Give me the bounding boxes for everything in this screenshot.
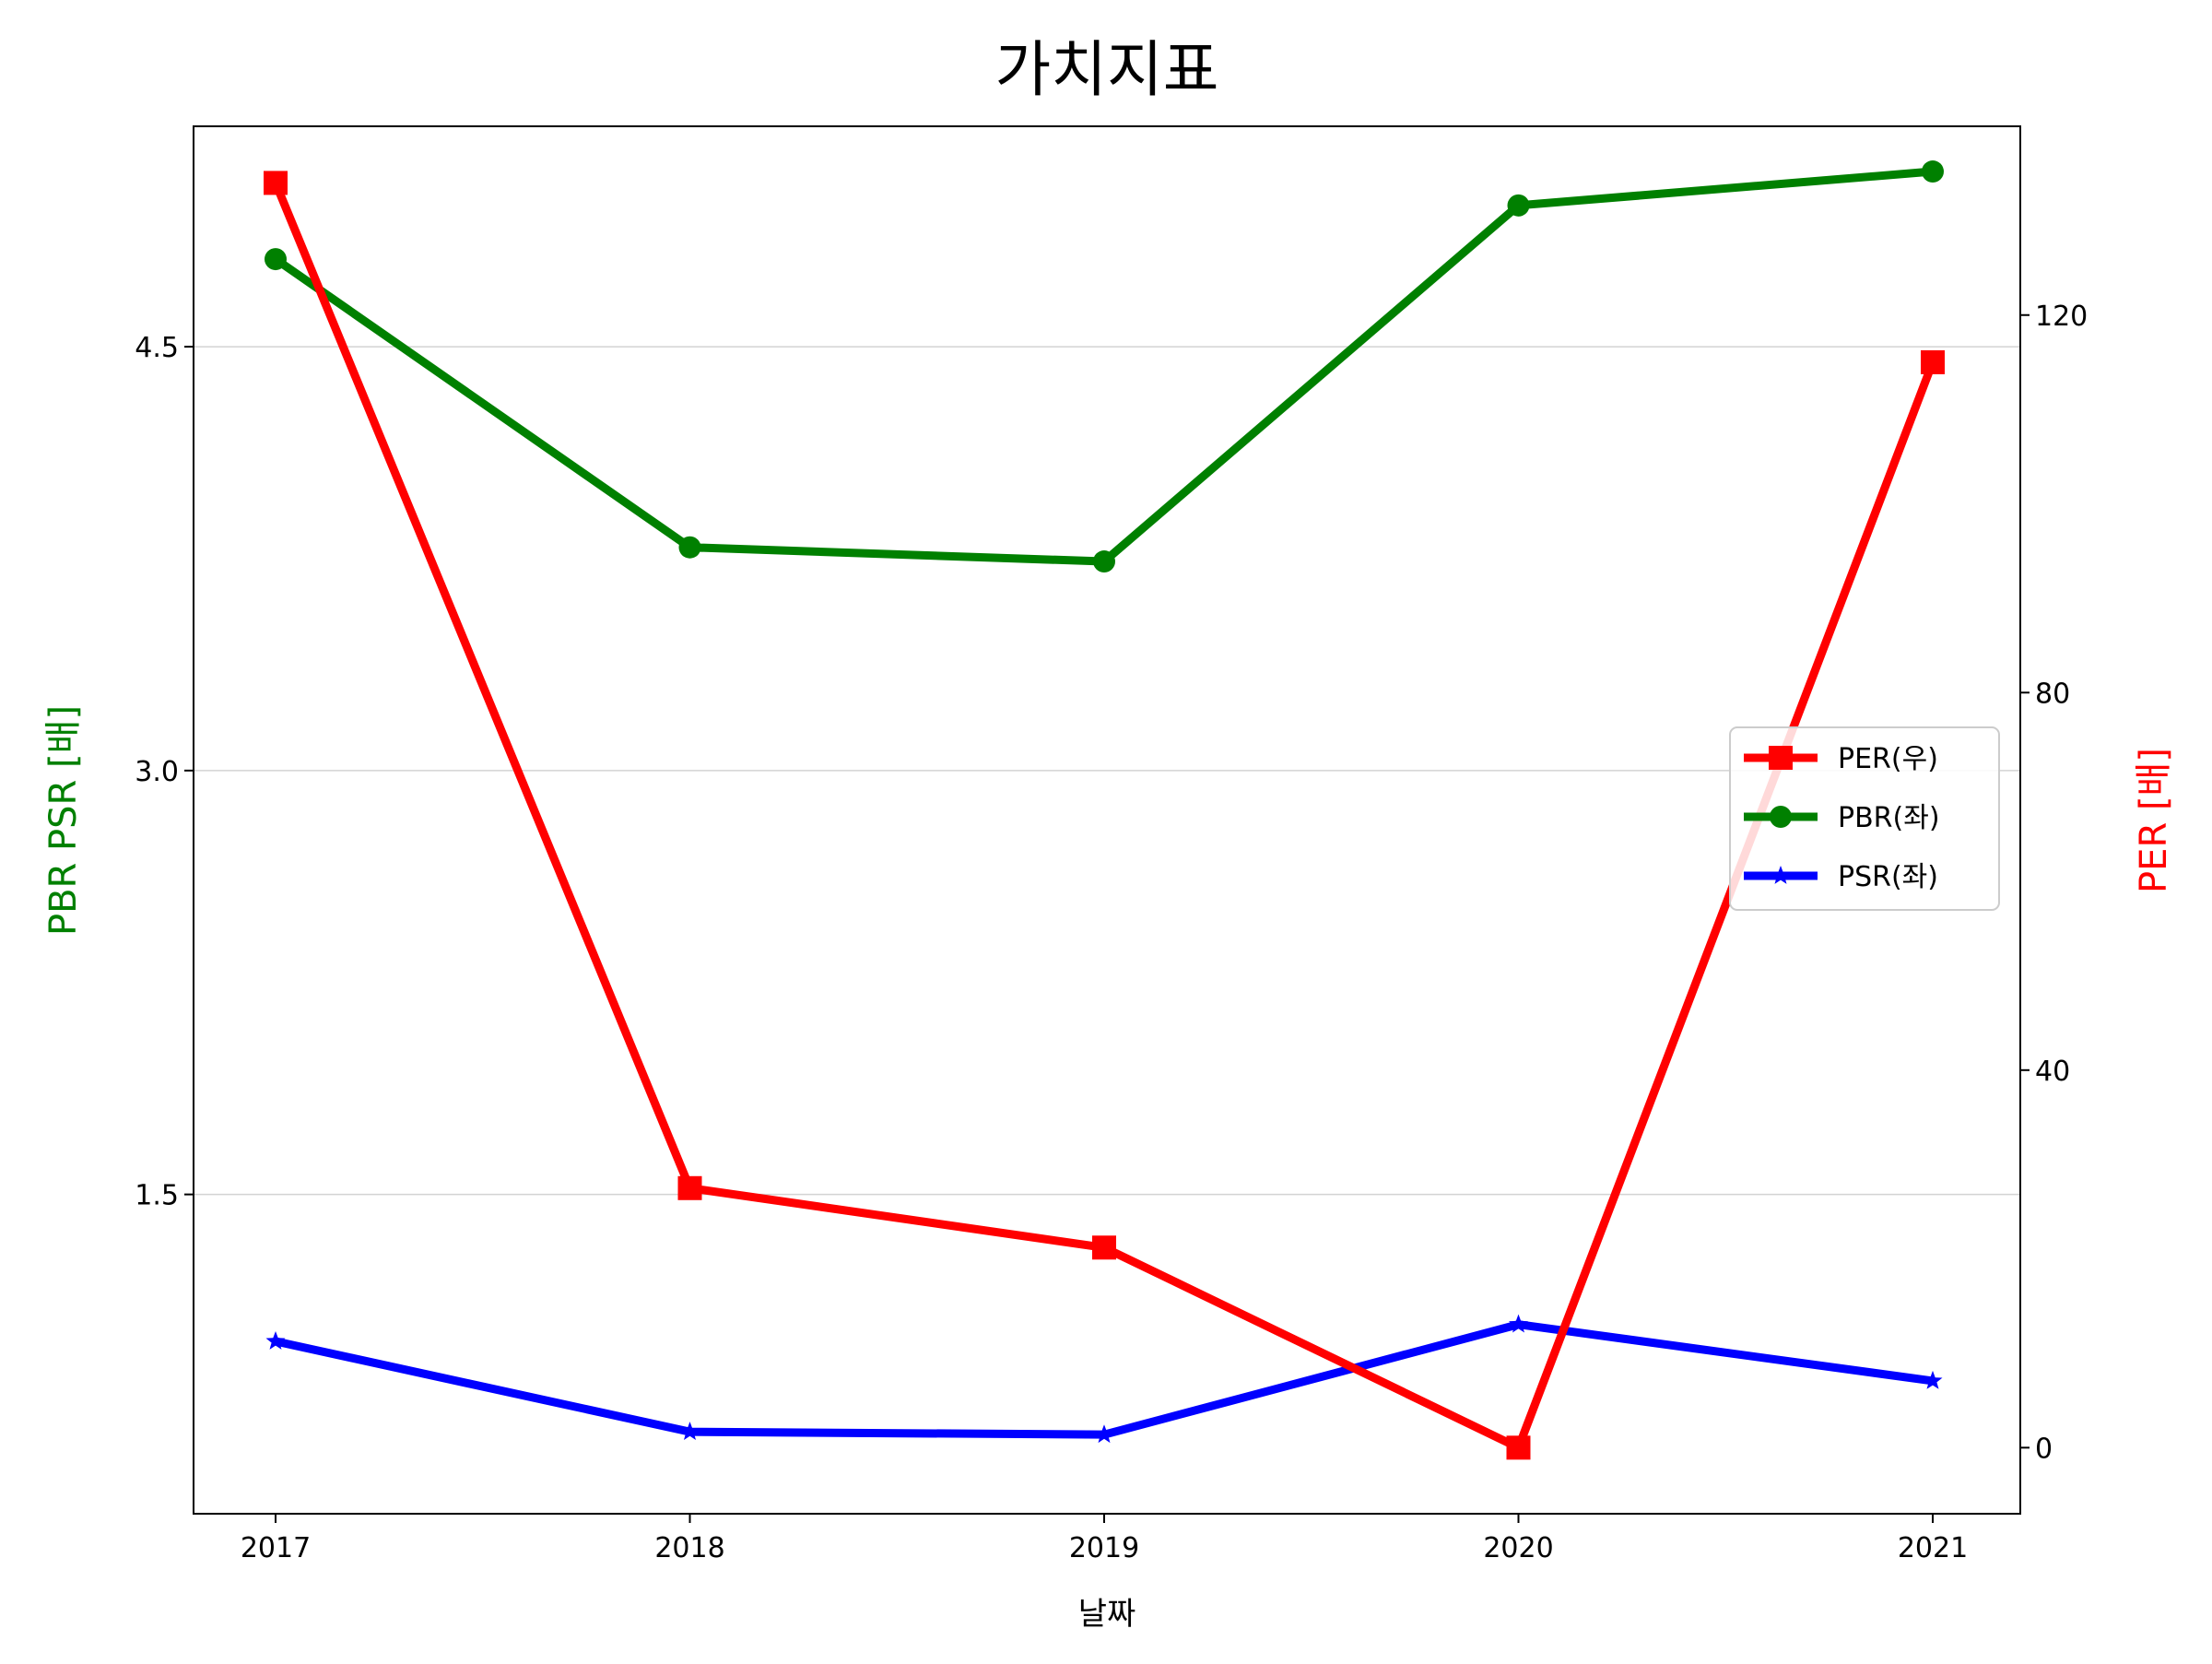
legend-marker-pbr: [1770, 806, 1792, 828]
y-right-tick-label: 40: [2035, 1056, 2070, 1088]
grid-layer: [194, 346, 2020, 1196]
y-right-tick-label: 120: [2035, 301, 2088, 333]
data-point-per: [1921, 349, 1945, 374]
y-left-tick-label: 1.5: [135, 1180, 179, 1212]
x-tick-label: 2021: [1898, 1532, 1968, 1564]
x-tick-label: 2020: [1483, 1532, 1553, 1564]
legend-label-per: PER(우): [1838, 743, 1938, 775]
data-point-psr: [265, 1331, 286, 1350]
data-point-pbr: [1922, 160, 1944, 183]
x-tick-label: 2017: [241, 1532, 311, 1564]
series-line-pbr: [273, 167, 1934, 566]
chart-title: 가치지표: [995, 34, 1219, 105]
y-axis-label-left: PBR PSR [배]: [42, 705, 85, 936]
y-left-tick-label: 4.5: [135, 332, 179, 364]
data-point-per: [264, 171, 288, 195]
data-point-psr: [1094, 1424, 1114, 1444]
series-layer: [264, 160, 1945, 1460]
data-point-pbr: [1093, 550, 1115, 573]
y-left-tick-label: 3.0: [135, 756, 179, 788]
data-point-psr: [1923, 1370, 1943, 1389]
legend-marker-psr: [1771, 866, 1791, 884]
x-tick-label: 2019: [1069, 1532, 1139, 1564]
legend-marker-per: [1769, 746, 1793, 770]
data-point-pbr: [265, 248, 287, 271]
y-axis-label-right: PER [배]: [2133, 748, 2175, 893]
plot-frame: [193, 125, 2021, 1515]
data-point-psr: [680, 1422, 700, 1440]
data-point-per: [1092, 1235, 1116, 1260]
data-point-per: [1506, 1435, 1531, 1460]
legend-label-pbr: PBR(좌): [1838, 802, 1940, 834]
y-right-tick-label: 80: [2035, 678, 2070, 710]
legend: PER(우) PBR(좌) PSR(좌): [1729, 726, 2000, 911]
x-axis-label: 날짜: [1078, 1596, 1136, 1633]
series-line-psr: [275, 1320, 1934, 1439]
y-right-tick-label: 0: [2035, 1433, 2053, 1465]
data-point-per: [677, 1175, 702, 1200]
data-point-pbr: [1507, 194, 1530, 217]
legend-box: [1729, 726, 2000, 911]
legend-label-psr: PSR(좌): [1838, 861, 1938, 893]
data-point-psr: [1509, 1314, 1528, 1333]
axes-layer: 1.5 3.0 4.5 0 40 80 120 2017 2018 2019 2020 2021: [135, 301, 2088, 1564]
x-tick-label: 2018: [654, 1532, 724, 1564]
data-point-pbr: [678, 536, 701, 559]
